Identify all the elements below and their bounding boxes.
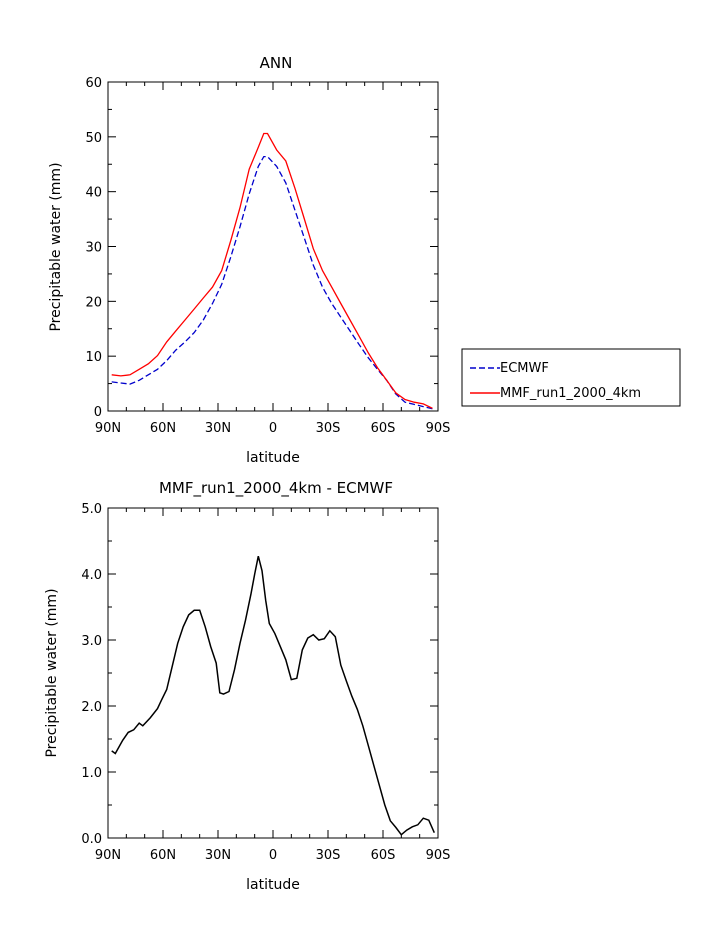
annual-title: ANN bbox=[260, 54, 293, 72]
annual-x-tick-labels: 90N 60N 30N 0 30S 60S 90S bbox=[95, 421, 451, 436]
annual-panel: ANN 90N 60N 30N 0 30S 60S 90S 0 10 20 30 40 50 60 la… bbox=[48, 54, 681, 466]
difference-y-tick-labels: 0.0 1.0 2.0 3.0 4.0 5.0 bbox=[81, 502, 102, 847]
y-tick-label: 5.0 bbox=[81, 502, 102, 517]
difference-series-layer bbox=[111, 556, 435, 836]
x-tick-label: 0 bbox=[269, 848, 277, 863]
x-tick-label: 60N bbox=[150, 421, 176, 436]
annual-series-layer bbox=[111, 132, 433, 410]
x-tick-label: 90N bbox=[95, 421, 121, 436]
legend: ECMWF MMF_run1_2000_4km bbox=[461, 348, 681, 407]
x-tick-label: 60N bbox=[150, 848, 176, 863]
difference-tick-marks bbox=[107, 507, 439, 839]
annual-x-axis-label: latitude bbox=[246, 450, 300, 466]
x-tick-label: 60S bbox=[371, 421, 396, 436]
mmf-series-line bbox=[111, 132, 433, 409]
x-tick-label: 0 bbox=[269, 421, 277, 436]
annual-y-tick-labels: 0 10 20 30 40 50 60 bbox=[85, 76, 102, 420]
x-tick-label: 90N bbox=[95, 848, 121, 863]
y-tick-label: 10 bbox=[85, 350, 102, 365]
ecmwf-series-line bbox=[111, 155, 433, 410]
y-tick-label: 4.0 bbox=[81, 568, 102, 583]
y-tick-label: 0 bbox=[94, 405, 102, 420]
y-tick-label: 40 bbox=[85, 186, 102, 201]
y-tick-label: 60 bbox=[85, 76, 102, 91]
difference-y-axis-label: Precipitable water (mm) bbox=[44, 588, 60, 757]
difference-x-axis-label: latitude bbox=[246, 877, 300, 893]
legend-mmf-label: MMF_run1_2000_4km bbox=[500, 386, 641, 401]
legend-box bbox=[461, 348, 681, 407]
y-tick-label: 1.0 bbox=[81, 766, 102, 781]
x-tick-label: 90S bbox=[426, 421, 451, 436]
x-tick-label: 90S bbox=[426, 848, 451, 863]
x-tick-label: 30S bbox=[316, 421, 341, 436]
y-tick-label: 20 bbox=[85, 295, 102, 310]
y-tick-label: 30 bbox=[85, 241, 102, 256]
annual-tick-marks bbox=[107, 81, 439, 412]
y-tick-label: 50 bbox=[85, 131, 102, 146]
difference-panel: MMF_run1_2000_4km - ECMWF 90N 60N 30N 0 30S 6… bbox=[44, 479, 450, 893]
difference-title: MMF_run1_2000_4km - ECMWF bbox=[159, 479, 393, 498]
x-tick-label: 30S bbox=[316, 848, 341, 863]
annual-plot-frame bbox=[107, 81, 439, 412]
y-tick-label: 3.0 bbox=[81, 634, 102, 649]
difference-plot-frame bbox=[107, 507, 439, 839]
x-tick-label: 30N bbox=[205, 421, 231, 436]
x-tick-label: 30N bbox=[205, 848, 231, 863]
y-tick-label: 2.0 bbox=[81, 700, 102, 715]
annual-y-axis-label: Precipitable water (mm) bbox=[48, 162, 64, 331]
difference-x-tick-labels: 90N 60N 30N 0 30S 60S 90S bbox=[95, 848, 451, 863]
y-tick-label: 0.0 bbox=[81, 832, 102, 847]
legend-ecmwf-label: ECMWF bbox=[500, 361, 549, 376]
difference-series-line bbox=[111, 556, 435, 836]
x-tick-label: 60S bbox=[371, 848, 396, 863]
